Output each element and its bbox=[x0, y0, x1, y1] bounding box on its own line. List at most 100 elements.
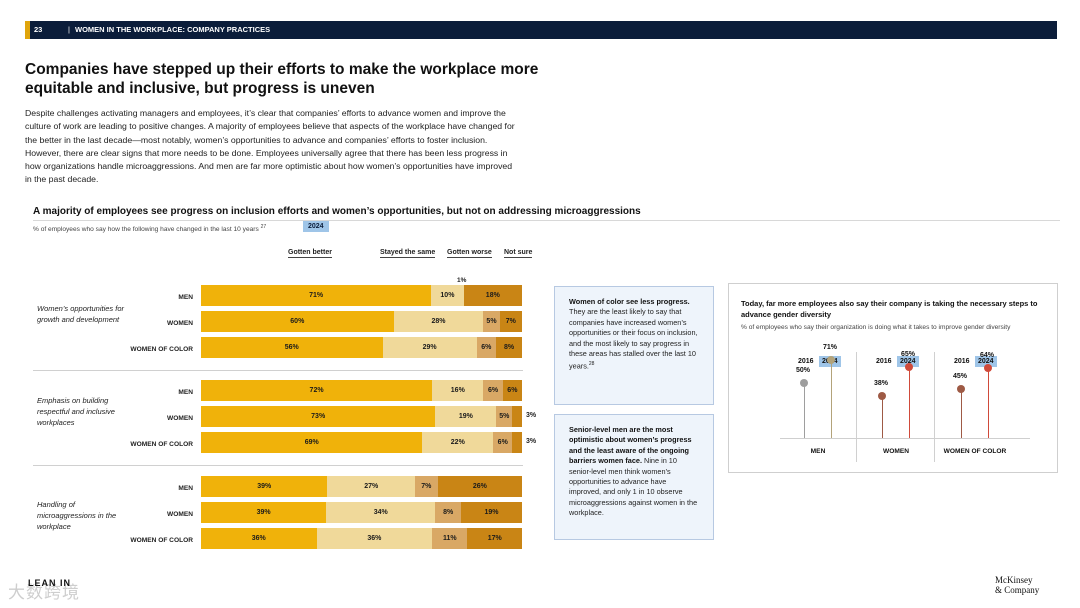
bar-segment-same: 29% bbox=[382, 337, 477, 358]
bar-data-label: 69% bbox=[304, 439, 319, 446]
bar-data-label: 39% bbox=[257, 483, 272, 490]
lollipop-dot bbox=[957, 384, 965, 393]
bar-segment-worse: 11% bbox=[432, 528, 468, 549]
lollipop-dot bbox=[905, 362, 913, 371]
lollipop-value-label: 45% bbox=[953, 372, 968, 380]
callout-footnote-ref: 28 bbox=[588, 361, 595, 368]
chart-title: A majority of employees see progress on … bbox=[33, 206, 641, 217]
bar-segment-worse: 6% bbox=[483, 380, 503, 401]
bar-segment-better: 39% bbox=[201, 502, 327, 523]
row-label: WOMEN bbox=[166, 415, 193, 422]
bar-segment-better: 73% bbox=[201, 406, 436, 427]
bar-segment-not-sure bbox=[512, 432, 522, 453]
bar-segment-same: 10% bbox=[431, 285, 464, 306]
bar-data-label: 5% bbox=[486, 318, 497, 325]
lollipop-value-label: 50% bbox=[796, 367, 811, 374]
bar-segment-same: 22% bbox=[422, 432, 494, 453]
legend-gotten-worse: Gotten worse bbox=[447, 249, 492, 258]
bar-segment-worse: 6% bbox=[493, 432, 513, 453]
bar-data-label: 8% bbox=[443, 509, 454, 516]
logo-line-1: McKinsey bbox=[995, 575, 1033, 585]
lollipop-stem bbox=[960, 388, 962, 438]
bar-segment-same: 16% bbox=[432, 380, 484, 401]
bar-data-label: 8% bbox=[503, 344, 515, 351]
bar-data-label: 71% bbox=[309, 292, 324, 299]
side-chart-title: Today, far more employees also say their… bbox=[741, 299, 1038, 319]
callout-text: Nine in 10 senior-level men think women’… bbox=[569, 456, 698, 518]
year-label-2024: 2024 bbox=[897, 356, 919, 367]
bar-data-label: 26% bbox=[472, 483, 487, 490]
bar-segment-same: 36% bbox=[316, 528, 433, 549]
lollipop-stem bbox=[987, 367, 989, 438]
row-label: WOMEN OF COLOR bbox=[130, 441, 193, 448]
legend-gotten-better: Gotten better bbox=[288, 249, 332, 258]
year-label-2016: 2016 bbox=[954, 358, 970, 365]
bar-outside-label: 3% bbox=[526, 438, 537, 445]
bar-data-label: 19% bbox=[484, 509, 499, 516]
header-separator: | bbox=[68, 25, 70, 34]
row-label: WOMEN OF COLOR bbox=[130, 537, 193, 544]
intro-paragraph: Despite challenges activating managers a… bbox=[25, 108, 515, 185]
year-label-2016: 2016 bbox=[798, 358, 814, 365]
bar-data-label: 73% bbox=[311, 413, 326, 420]
bar-segment-worse: 7% bbox=[415, 476, 438, 497]
bar-data-label: 16% bbox=[450, 387, 465, 394]
bar-data-label: 22% bbox=[450, 439, 465, 446]
bar-data-label: 11% bbox=[442, 535, 457, 542]
chart-subtitle: % of employees who say how the following… bbox=[33, 224, 266, 233]
bar-data-label: 19% bbox=[458, 413, 473, 420]
lollipop-value-label: 71% bbox=[823, 343, 838, 351]
section-header-bar: 23 | WOMEN IN THE WORKPLACE: COMPANY PRA… bbox=[25, 21, 1057, 39]
bar-segment-same: 19% bbox=[435, 406, 497, 427]
callout-women-of-color: Women of color see less progress. They a… bbox=[554, 286, 714, 405]
bar-segment-not-sure: 18% bbox=[463, 285, 522, 306]
gender-diversity-panel bbox=[728, 283, 1058, 473]
bar-segment-worse: 6% bbox=[476, 337, 497, 358]
chart-footnote-ref: 27 bbox=[260, 224, 267, 230]
group-divider bbox=[33, 465, 523, 466]
bar-segment-not-sure: 6% bbox=[502, 380, 522, 401]
bar-segment-better: 60% bbox=[201, 311, 394, 332]
bar-data-label: 7% bbox=[421, 483, 432, 490]
bar-segment-not-sure: 26% bbox=[437, 476, 522, 497]
chart-subtitle-text: % of employees who say how the following… bbox=[33, 226, 259, 234]
category-label-microaggressions: Handling of microaggressions in the work… bbox=[37, 500, 117, 531]
bar-data-label: 36% bbox=[367, 535, 382, 542]
legend-not-sure: Not sure bbox=[504, 249, 533, 258]
bar-data-label: 34% bbox=[373, 509, 388, 516]
lollipop-dot bbox=[800, 379, 808, 387]
group-divider bbox=[33, 370, 523, 371]
bar-data-label: 27% bbox=[364, 483, 379, 490]
row-label: MEN bbox=[178, 389, 193, 396]
legend-stayed-the-same: Stayed the same bbox=[380, 249, 436, 258]
lollipop-group-label: WOMEN bbox=[882, 448, 909, 455]
bar-segment-worse: 5% bbox=[483, 311, 500, 332]
header-accent bbox=[25, 21, 30, 39]
group-separator bbox=[934, 352, 935, 462]
lollipop-dot bbox=[827, 355, 835, 364]
bar-data-label: 36% bbox=[251, 535, 266, 542]
lollipop-baseline bbox=[780, 438, 1030, 439]
bar-segment-not-sure bbox=[512, 406, 522, 427]
bar-segment-better: 72% bbox=[201, 380, 433, 401]
bar-data-label: 6% bbox=[481, 344, 492, 351]
bar-data-label: 17% bbox=[487, 535, 502, 542]
bar-segment-not-sure: 8% bbox=[496, 337, 522, 358]
side-chart-subtitle: % of employees who say their organizatio… bbox=[741, 324, 1011, 331]
page-number: 23 bbox=[34, 25, 43, 34]
row-label: WOMEN OF COLOR bbox=[130, 346, 193, 353]
bar-segment-better: 39% bbox=[201, 476, 328, 497]
lollipop-value-label: 65% bbox=[901, 350, 916, 358]
lollipop-group-label: MEN bbox=[810, 448, 826, 455]
callout-senior-men: Senior-level men are the most optimistic… bbox=[554, 414, 714, 540]
section-title: WOMEN IN THE WORKPLACE: COMPANY PRACTICE… bbox=[75, 25, 271, 34]
chart-title-rule bbox=[33, 220, 1060, 221]
bar-segment-better: 56% bbox=[201, 337, 383, 358]
callout-heading: Women of color see less progress. bbox=[569, 297, 690, 306]
callout-text: They are the least likely to say that co… bbox=[569, 307, 698, 371]
mckinsey-logo: McKinsey & Company bbox=[995, 575, 1039, 595]
lollipop-dot bbox=[878, 392, 886, 401]
row-label: WOMEN bbox=[166, 320, 193, 327]
bar-segment-not-sure: 7% bbox=[499, 311, 522, 332]
row-label: MEN bbox=[178, 294, 193, 301]
